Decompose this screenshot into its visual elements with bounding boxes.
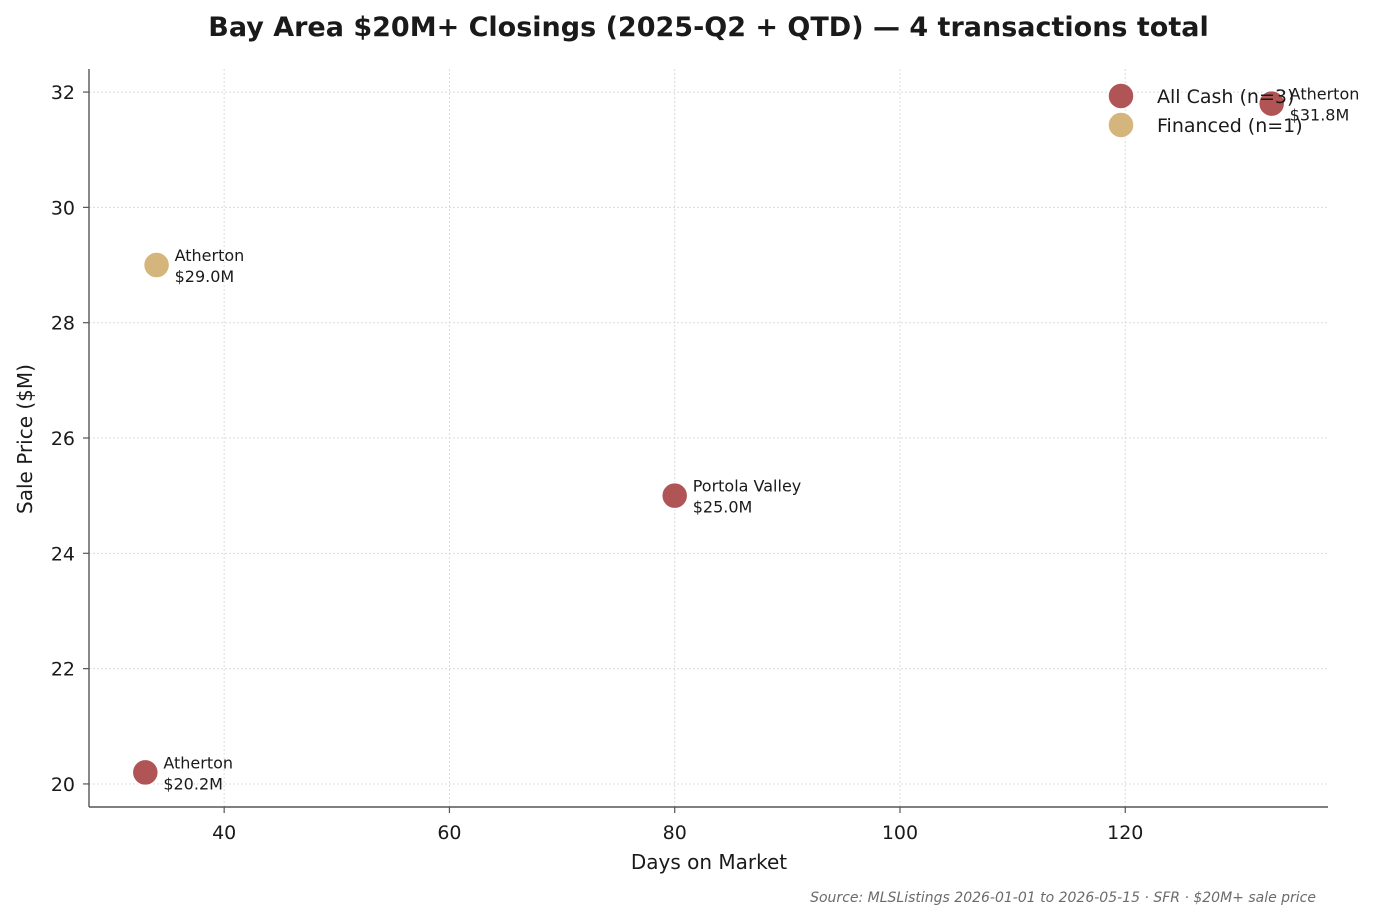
point-label-price: $29.0M [175, 267, 235, 286]
legend-entry: All Cash (n=3) [1157, 86, 1294, 108]
x-tick-label: 80 [663, 822, 687, 844]
ticks: 40 60 80 100 120 20 22 24 26 28 30 32 [51, 82, 1144, 844]
legend-marker [1107, 111, 1135, 139]
point-label-name: Atherton [175, 246, 245, 265]
data-point [131, 758, 160, 787]
x-tick-label: 120 [1107, 822, 1143, 844]
point-label-price: $25.0M [693, 498, 753, 517]
x-tick-label: 100 [882, 822, 918, 844]
point-label-price: $20.2M [163, 774, 223, 793]
legend-entry: Financed (n=1) [1157, 115, 1303, 137]
y-tick-label: 20 [51, 774, 75, 796]
source-note: Source: MLSListings 2026-01-01 to 2026-0… [810, 890, 1316, 906]
data-point [142, 251, 171, 279]
point-label-price: $31.8M [1290, 106, 1350, 125]
point-labels: Atherton $20.2M Portola Valley $25.0M Athert… [163, 85, 1359, 794]
legend: All Cash (n=3) Financed (n=1) [1107, 82, 1303, 139]
x-tick-label: 40 [212, 822, 236, 844]
y-axis-label: Sale Price ($M) [13, 364, 37, 514]
y-tick-label: 26 [51, 428, 75, 450]
y-tick-label: 30 [51, 197, 75, 219]
y-tick-label: 24 [51, 543, 75, 565]
x-tick-label: 60 [437, 822, 461, 844]
x-axis-label: Days on Market [631, 850, 787, 874]
legend-marker [1107, 82, 1135, 110]
y-tick-label: 28 [51, 313, 75, 335]
grid [89, 69, 1328, 807]
chart-title: Bay Area $20M+ Closings (2025-Q2 + QTD) … [208, 12, 1209, 43]
point-label-name: Atherton [1290, 85, 1360, 104]
y-tick-label: 22 [51, 659, 75, 681]
point-label-name: Atherton [163, 753, 233, 772]
data-points [131, 89, 1286, 787]
point-label-name: Portola Valley [693, 477, 802, 496]
y-tick-label: 32 [51, 82, 75, 104]
data-point [1257, 89, 1286, 118]
data-point [660, 481, 689, 510]
